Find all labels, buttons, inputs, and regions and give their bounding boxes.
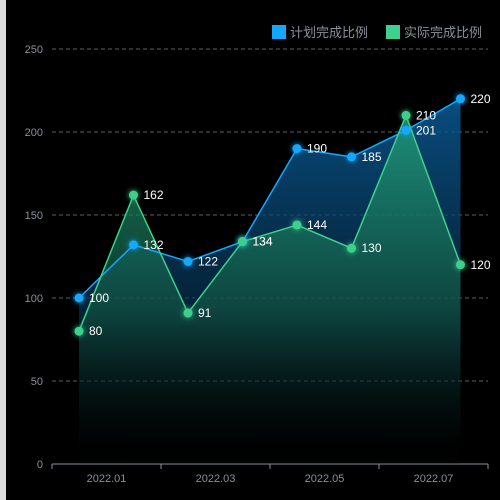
x-tick-label: 2022.05 — [305, 473, 345, 485]
area-actual — [79, 115, 461, 465]
y-tick-label: 250 — [25, 44, 43, 56]
data-label-plan: 190 — [307, 142, 327, 156]
x-tick-label: 2022.03 — [196, 473, 236, 485]
series-lines — [78, 98, 462, 332]
legend-swatch-plan — [272, 25, 286, 39]
left-edge-strip — [0, 0, 6, 500]
point-actual[interactable] — [347, 243, 356, 253]
y-tick-label: 200 — [25, 127, 43, 139]
legend-item-plan[interactable]: 计划完成比例 — [272, 25, 368, 40]
y-tick-label: 100 — [25, 293, 43, 305]
point-plan[interactable] — [347, 152, 356, 162]
point-plan[interactable] — [129, 240, 138, 250]
point-actual[interactable] — [401, 110, 411, 120]
y-tick-label: 50 — [31, 376, 43, 388]
y-tick-label: 150 — [25, 210, 43, 222]
data-label-actual: 210 — [416, 108, 436, 122]
x-tick-label: 2022.01 — [87, 473, 127, 485]
series-areas — [79, 98, 461, 465]
point-actual[interactable] — [456, 260, 465, 270]
data-label-plan: 134 — [253, 235, 273, 249]
data-label-plan: 122 — [198, 254, 218, 268]
point-plan[interactable] — [183, 256, 193, 266]
y-tick-label: 0 — [37, 459, 43, 471]
legend-label-actual: 实际完成比例 — [404, 25, 482, 40]
x-axis: 2022.01 2022.03 2022.05 2022.07 — [51, 463, 489, 485]
x-tick-label: 2022.07 — [414, 473, 454, 485]
data-labels: 1001321221341901852012208016291134144130… — [89, 92, 491, 338]
data-label-plan: 100 — [89, 291, 109, 305]
data-label-actual: 120 — [471, 258, 491, 272]
point-actual[interactable] — [292, 220, 302, 230]
data-label-plan: 201 — [416, 123, 436, 137]
data-label-actual: 162 — [144, 188, 164, 202]
data-label-actual: 134 — [253, 235, 273, 249]
point-actual[interactable] — [238, 237, 247, 247]
data-label-actual: 144 — [307, 218, 327, 232]
point-plan[interactable] — [74, 293, 84, 303]
data-label-plan: 132 — [144, 238, 164, 252]
legend: 计划完成比例 实际完成比例 — [272, 25, 482, 40]
data-label-plan: 220 — [471, 92, 491, 106]
line-plan — [78, 98, 461, 299]
point-plan[interactable] — [401, 125, 411, 135]
y-axis: 0 50 100 150 200 250 — [25, 44, 43, 471]
point-actual[interactable] — [74, 326, 84, 336]
series-points — [74, 94, 465, 336]
point-plan[interactable] — [456, 94, 465, 104]
legend-label-plan: 计划完成比例 — [290, 25, 368, 40]
line-actual — [78, 113, 462, 332]
legend-swatch-actual — [386, 25, 400, 39]
data-label-actual: 91 — [198, 306, 212, 320]
point-actual[interactable] — [183, 308, 193, 318]
data-label-plan: 185 — [362, 150, 382, 164]
data-label-actual: 130 — [362, 241, 382, 255]
point-plan[interactable] — [292, 144, 302, 154]
data-label-actual: 80 — [89, 324, 103, 338]
legend-item-actual[interactable]: 实际完成比例 — [386, 25, 482, 40]
point-actual[interactable] — [129, 190, 138, 200]
